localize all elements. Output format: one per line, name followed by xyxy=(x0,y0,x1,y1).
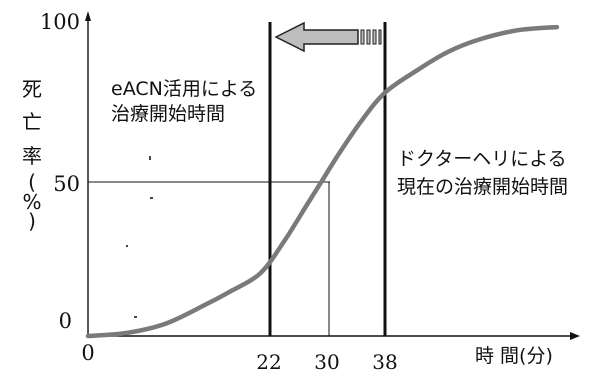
y-tick-label: 50 xyxy=(53,172,80,196)
y-tick-label: 0 xyxy=(59,309,72,333)
x-axis-arrowhead xyxy=(570,332,580,340)
annotation-eacn: eACN活用による 治療開始時間 xyxy=(111,78,263,125)
x-tick-label: 22 xyxy=(256,350,281,374)
annotation-doctor-heli: ドクターヘリによる 現在の治療開始時間 xyxy=(397,148,573,198)
x-axis-label: 時 間(分) xyxy=(475,345,553,367)
arrow-from-38-to-22 xyxy=(276,23,381,51)
y-axis-label: 死亡率(%) xyxy=(22,77,42,233)
x-tick-label: 30 xyxy=(314,350,339,374)
x-tick-label: 38 xyxy=(372,350,397,374)
y-tick-label: 100 xyxy=(40,10,80,34)
y-axis-arrowhead xyxy=(85,11,91,21)
x-tick-label: 0 xyxy=(81,341,94,365)
svg-text:死亡率(%): 死亡率(%) xyxy=(22,77,42,233)
scan-specks xyxy=(126,156,153,318)
